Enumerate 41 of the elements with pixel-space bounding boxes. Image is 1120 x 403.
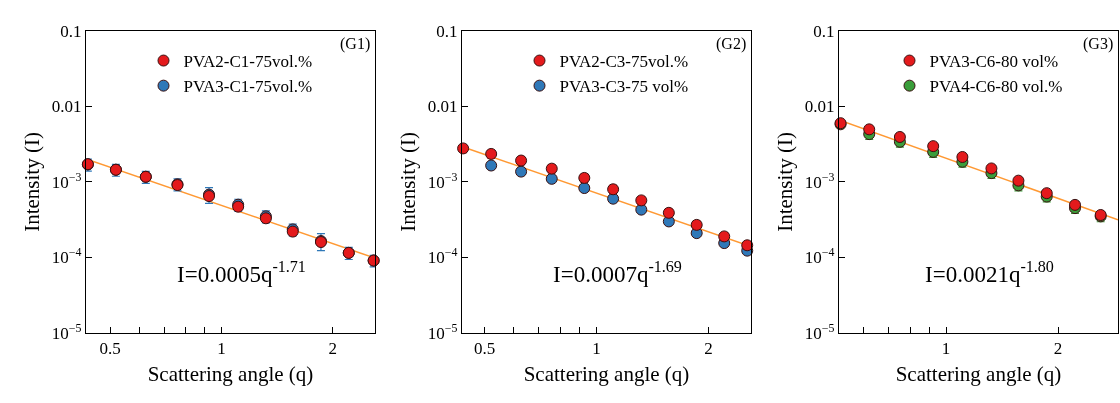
x-tick-label: 0.5 — [473, 339, 496, 359]
y-tick-label: 10$^{−4}$ — [427, 245, 458, 268]
y-tick-label: 10$^{−5}$ — [804, 320, 835, 343]
x-tick-label: 2 — [328, 339, 338, 359]
legend-label: PVA3-C6-80 vol% — [929, 52, 1059, 72]
annotation: (G3) — [1083, 35, 1114, 53]
y-tick-label: 10$^{−4}$ — [51, 245, 82, 268]
legend-label: PVA2-C1-75vol.% — [183, 52, 313, 72]
x-tick-label: 0.5 — [99, 339, 121, 359]
x-axis-title: Scattering angle (q) — [895, 361, 1062, 386]
legend-label: PVA2-C3-75vol.% — [559, 52, 689, 72]
y-tick-label: 10$^{−3}$ — [804, 169, 835, 192]
legend-label: PVA3-C3-75 vol% — [559, 77, 689, 97]
annotation: I=0.0007q$^{-1.69}$ — [553, 258, 682, 287]
y-tick-label: 10$^{−3}$ — [51, 169, 82, 192]
y-axis-title: Intensity (I) — [19, 132, 44, 232]
y-tick-label: 0.1 — [60, 21, 82, 41]
y-tick-label: 0.01 — [427, 97, 458, 117]
y-tick-label: 10$^{−5}$ — [51, 320, 82, 343]
y-tick-label: 10$^{−5}$ — [427, 320, 458, 343]
y-tick-label: 0.01 — [51, 97, 82, 117]
y-tick-label: 0.01 — [804, 97, 835, 117]
y-axis-title: Intensity (I) — [772, 132, 797, 232]
annotation: (G2) — [716, 35, 747, 53]
x-tick-label: 1 — [941, 339, 951, 359]
y-tick-label: 10$^{−4}$ — [804, 245, 835, 268]
x-axis-title: Scattering angle (q) — [147, 361, 314, 386]
x-tick-label: 2 — [704, 339, 713, 359]
x-tick-label: 1 — [592, 339, 601, 359]
x-tick-label: 1 — [217, 339, 226, 359]
x-tick-label: 2 — [1053, 339, 1063, 359]
annotation: I=0.0005q$^{-1.71}$ — [177, 258, 306, 287]
legend-label: PVA4-C6-80 vol.% — [929, 77, 1063, 97]
y-tick-label: 0.1 — [436, 21, 458, 41]
y-axis-title: Intensity (I) — [395, 132, 420, 232]
annotation: I=0.0021q$^{-1.80}$ — [925, 258, 1054, 287]
legend-label: PVA3-C1-75vol.% — [183, 77, 313, 97]
annotation: (G1) — [340, 35, 371, 53]
x-axis-title: Scattering angle (q) — [523, 361, 690, 386]
y-tick-label: 10$^{−3}$ — [427, 169, 458, 192]
y-tick-label: 0.1 — [813, 21, 835, 41]
